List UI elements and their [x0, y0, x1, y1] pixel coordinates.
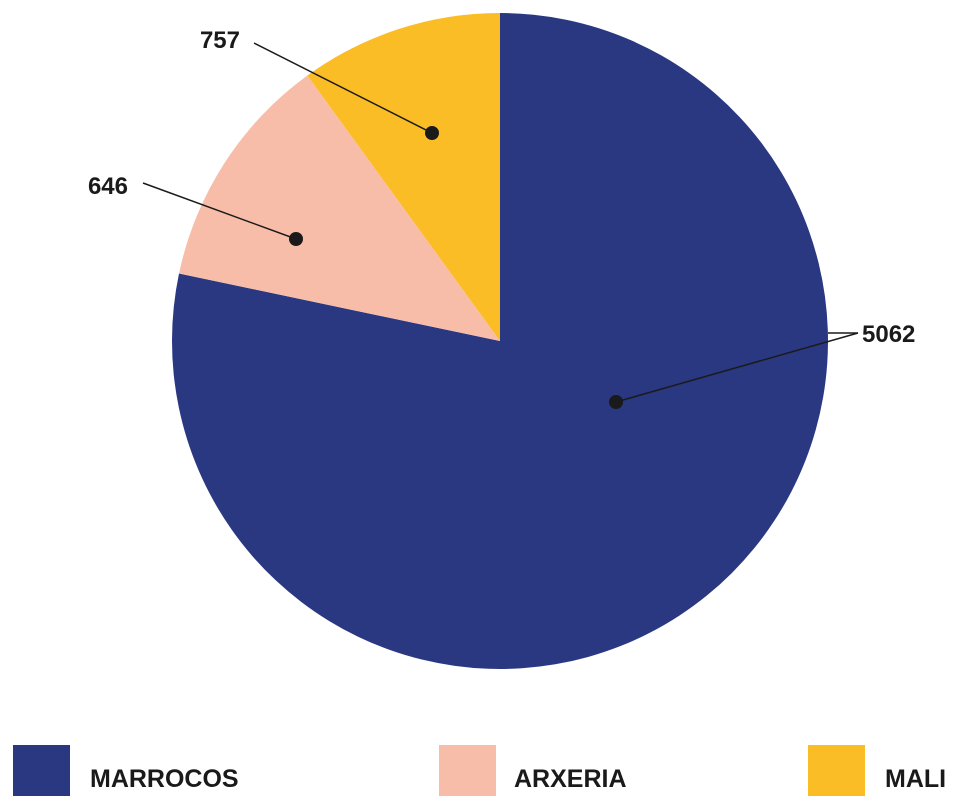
data-label-mali: 646: [88, 173, 128, 200]
data-label-marrocos: 5062: [862, 321, 915, 348]
leader-dot-marrocos: [609, 395, 623, 409]
data-label-arxeria: 757: [200, 27, 240, 54]
legend-swatch-marrocos: [13, 745, 70, 796]
pie-slices: [172, 13, 828, 669]
leader-dot-arxeria: [425, 126, 439, 140]
legend-label-mali: MALI: [885, 765, 946, 793]
legend-swatch-mali: [808, 745, 865, 796]
leader-dot-mali: [289, 232, 303, 246]
chart-legend: MARROCOS ARXERIA MALI: [13, 745, 946, 796]
legend-label-marrocos: MARROCOS: [90, 765, 239, 793]
legend-swatch-arxeria: [439, 745, 496, 796]
legend-label-arxeria: ARXERIA: [514, 765, 627, 793]
